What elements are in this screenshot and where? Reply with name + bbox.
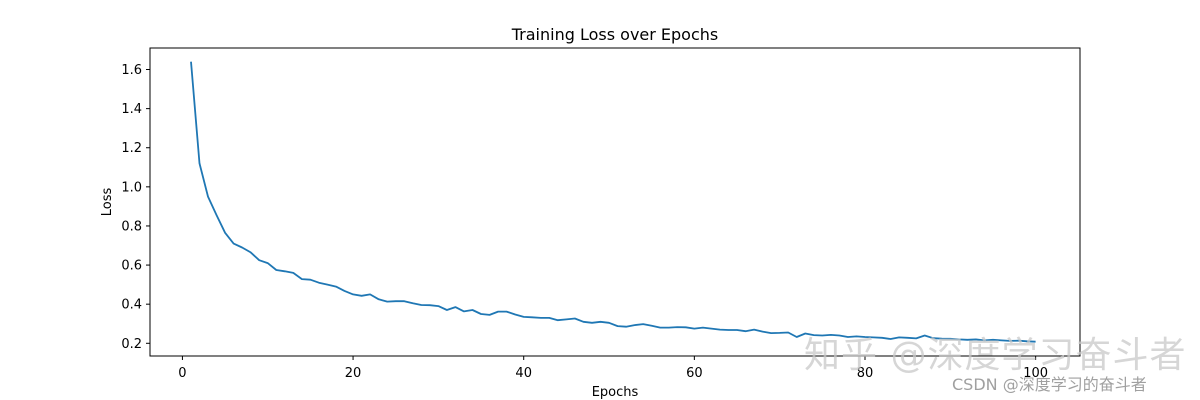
y-axis-ticks: 0.2 0.4 0.6 0.8 1.0 1.2 1.4 1.6 (121, 63, 150, 352)
x-tick-label: 0 (178, 366, 186, 381)
y-tick-label: 1.6 (121, 63, 142, 78)
x-tick-label: 100 (1023, 366, 1048, 381)
y-tick-label: 1.0 (121, 180, 142, 195)
x-tick-label: 80 (857, 366, 874, 381)
zhihu-watermark: 知乎 @深度学习奋斗者 (804, 335, 1187, 376)
y-tick-label: 0.6 (121, 259, 142, 274)
y-tick-label: 0.4 (121, 298, 142, 313)
x-tick-label: 40 (515, 366, 532, 381)
x-axis-label: Epochs (592, 385, 639, 400)
y-axis-label: Loss (100, 188, 115, 217)
csdn-watermark: CSDN @深度学习的奋斗者 (952, 375, 1147, 394)
chart-title: Training Loss over Epochs (511, 25, 719, 44)
x-tick-label: 20 (345, 366, 362, 381)
x-tick-label: 60 (686, 366, 703, 381)
y-tick-label: 1.4 (121, 102, 142, 117)
loss-series-line (190, 61, 1036, 343)
y-tick-label: 0.2 (121, 337, 142, 352)
plot-area: 0.2 0.4 0.6 0.8 1.0 1.2 1.4 1.6 0 20 40 60 80 100 (121, 47, 1081, 381)
x-axis-ticks: 0 20 40 60 80 100 (178, 356, 1048, 381)
y-tick-label: 1.2 (121, 141, 142, 156)
plot-frame (149, 47, 1081, 357)
y-tick-label: 0.8 (121, 219, 142, 234)
